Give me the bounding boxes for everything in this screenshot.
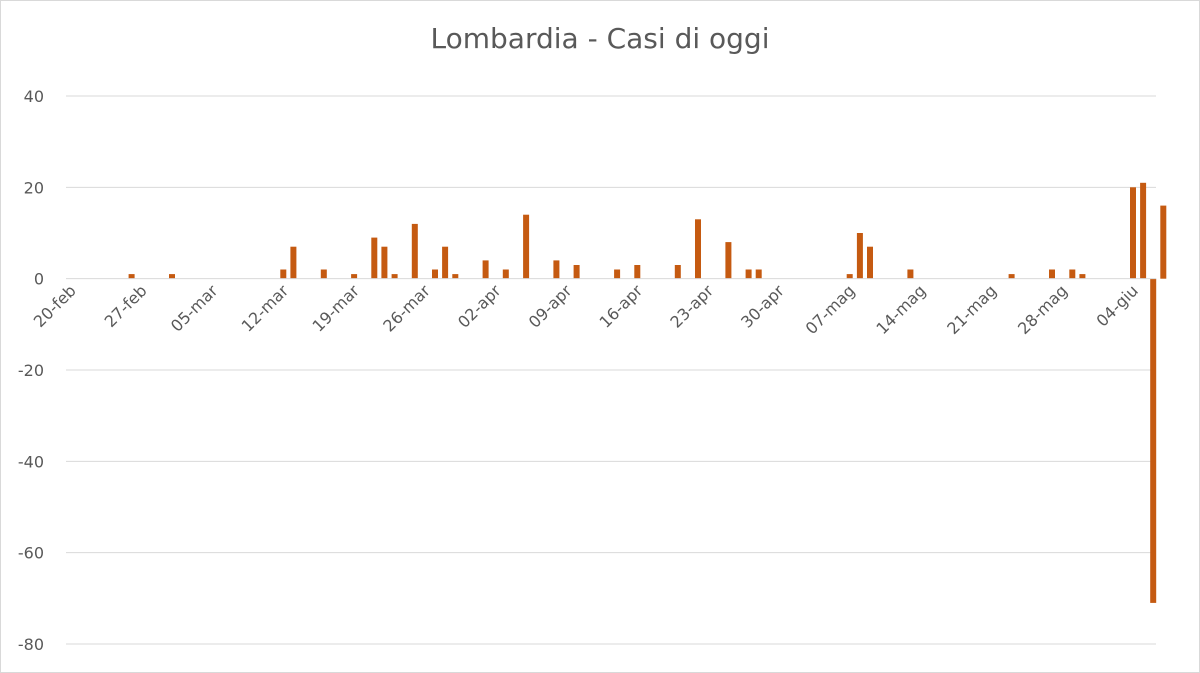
- bar: [1130, 187, 1136, 279]
- bar: [745, 269, 752, 279]
- bar: [351, 274, 358, 279]
- bar: [1160, 205, 1167, 279]
- bar: [674, 265, 681, 279]
- bar: [371, 237, 378, 279]
- bar: [502, 269, 509, 279]
- x-tick-label: 07-mag: [802, 281, 859, 338]
- bar: [725, 242, 732, 279]
- bar: [381, 246, 388, 279]
- x-tick-label: 27-feb: [101, 281, 151, 331]
- x-tick-label: 02-apr: [454, 281, 505, 332]
- y-tick-label: -40: [18, 452, 44, 471]
- bar: [695, 219, 701, 279]
- y-tick-label: -80: [18, 635, 44, 654]
- bar: [614, 269, 621, 279]
- bar: [280, 269, 287, 279]
- x-axis-ticks: 20-feb 27-feb 05-mar 12-mar 19-mar 26-mar 02-a…: [30, 281, 1142, 338]
- bar: [846, 274, 853, 279]
- bar: [411, 223, 418, 279]
- bar: [634, 265, 641, 279]
- x-tick-label: 28-mag: [1014, 281, 1071, 338]
- bar: [907, 269, 914, 279]
- bar: [755, 269, 762, 279]
- x-tick-label: 19-mar: [309, 281, 364, 336]
- bar: [1079, 274, 1086, 279]
- x-tick-label: 16-apr: [596, 281, 647, 332]
- x-tick-label: 26-mar: [379, 281, 434, 336]
- bar: [128, 274, 135, 279]
- bars: [128, 182, 1167, 603]
- gridlines: [66, 95, 1156, 645]
- bar: [391, 274, 398, 279]
- x-tick-label: 23-apr: [666, 281, 717, 332]
- chart-title: Lombardia - Casi di oggi: [430, 22, 770, 55]
- bar: [432, 269, 438, 279]
- x-tick-label: 05-mar: [167, 281, 222, 336]
- y-tick-label: 40: [24, 87, 44, 106]
- x-tick-label: 04-giu: [1092, 281, 1141, 330]
- x-tick-label: 21-mag: [943, 281, 1000, 338]
- y-tick-label: -20: [18, 361, 44, 380]
- bar: [442, 246, 449, 279]
- bar: [452, 274, 459, 279]
- bar: [523, 214, 530, 279]
- x-tick-label: 30-apr: [737, 281, 788, 332]
- bar: [856, 233, 863, 279]
- bar: [290, 246, 297, 279]
- x-tick-label: 14-mag: [872, 281, 929, 338]
- bar: [320, 269, 327, 279]
- y-axis-ticks: 40 20 0 -20 -40 -60 -80: [18, 87, 44, 654]
- bar: [1069, 269, 1076, 279]
- bar: [1008, 274, 1015, 279]
- bar: [1140, 182, 1147, 279]
- x-tick-label: 09-apr: [525, 281, 576, 332]
- bar: [1150, 278, 1157, 603]
- bar: [169, 274, 175, 279]
- bar: [1049, 269, 1055, 279]
- bar: [553, 260, 560, 279]
- bar: [867, 246, 873, 279]
- y-tick-label: 20: [24, 178, 44, 197]
- y-tick-label: -60: [18, 544, 44, 563]
- x-tick-label: 12-mar: [238, 281, 293, 336]
- bar: [573, 265, 580, 279]
- bar: [482, 260, 489, 279]
- y-tick-label: 0: [34, 270, 44, 289]
